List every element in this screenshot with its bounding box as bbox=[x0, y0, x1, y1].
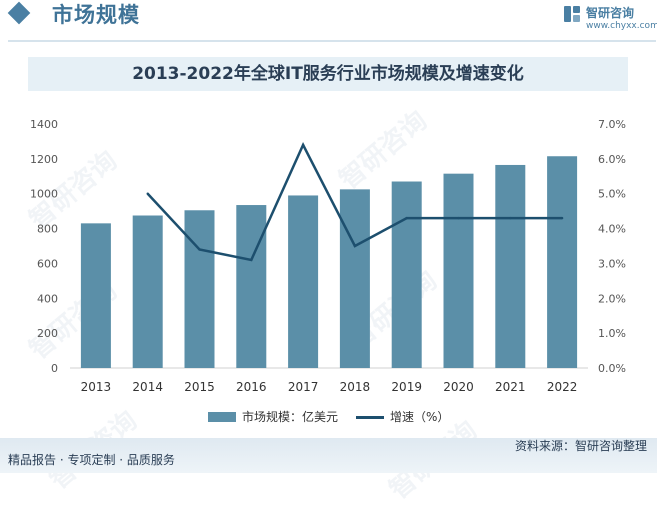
bar bbox=[80, 223, 111, 368]
y-right-tick-label: 5.0% bbox=[598, 188, 626, 201]
y-left-tick-label: 1200 bbox=[30, 153, 58, 166]
page-header: 市场规模 智研咨询 www.chyxx.com bbox=[0, 0, 657, 34]
y-right-tick-label: 6.0% bbox=[598, 153, 626, 166]
bar bbox=[443, 173, 474, 368]
line-point bbox=[353, 244, 357, 248]
page-title: 市场规模 bbox=[52, 3, 140, 27]
line-point bbox=[457, 216, 460, 220]
legend-item-bar: 市场规模：亿美元 bbox=[208, 409, 338, 425]
y-left-tick-label: 800 bbox=[37, 223, 58, 236]
line-point bbox=[509, 216, 512, 220]
bar bbox=[236, 205, 267, 368]
bar bbox=[339, 189, 370, 368]
x-tick-label: 2013 bbox=[81, 380, 112, 394]
x-tick-label: 2022 bbox=[547, 380, 578, 394]
legend-label-line: 增速（%） bbox=[390, 410, 450, 424]
line-point bbox=[198, 248, 201, 251]
x-tick-label: 2020 bbox=[443, 380, 474, 394]
x-tick-label: 2019 bbox=[391, 380, 422, 394]
footer: 精品报告 · 专项定制 · 品质服务 资料来源：智研咨询整理 bbox=[0, 438, 657, 473]
y-right-tick-label: 1.0% bbox=[598, 327, 626, 340]
y-left-tick-label: 1400 bbox=[30, 118, 58, 131]
chart-title-band: 2013-2022年全球IT服务行业市场规模及增速变化 bbox=[28, 57, 628, 91]
y-left-tick-label: 600 bbox=[37, 257, 58, 270]
y-right-tick-label: 0.0% bbox=[598, 362, 626, 375]
bar bbox=[547, 156, 578, 368]
legend-swatch-bar bbox=[208, 412, 236, 422]
chart-legend: 市场规模：亿美元 增速（%） bbox=[0, 409, 657, 429]
bar bbox=[184, 210, 215, 368]
y-right-tick-label: 2.0% bbox=[598, 292, 626, 305]
bar bbox=[132, 215, 163, 368]
legend-label-bar: 市场规模：亿美元 bbox=[242, 410, 339, 424]
line-point bbox=[146, 192, 149, 195]
legend-item-line: 增速（%） bbox=[356, 409, 449, 425]
header-divider bbox=[8, 40, 656, 42]
brand-logo-icon bbox=[564, 6, 580, 22]
legend-swatch-line bbox=[356, 415, 384, 419]
y-left-tick-label: 200 bbox=[37, 327, 58, 340]
bar bbox=[391, 181, 422, 368]
brand-name: 智研咨询 bbox=[586, 6, 635, 20]
footer-slogan: 精品报告 · 专项定制 · 品质服务 bbox=[8, 453, 175, 467]
chart-title: 2013-2022年全球IT服务行业市场规模及增速变化 bbox=[132, 64, 524, 84]
line-point bbox=[405, 216, 408, 220]
y-left-tick-label: 1000 bbox=[30, 188, 58, 201]
y-right-tick-label: 4.0% bbox=[598, 223, 626, 236]
x-tick-label: 2014 bbox=[132, 380, 163, 394]
x-tick-label: 2015 bbox=[184, 380, 215, 394]
y-left-tick-label: 0 bbox=[51, 362, 58, 375]
line-point bbox=[250, 258, 253, 262]
y-right-tick-label: 3.0% bbox=[598, 257, 626, 270]
chart-plot: 0 200 400 600 800 1000 1200 1400 0.0% 1.0% 2.0% 3.0… bbox=[30, 118, 626, 394]
x-tick-label: 2018 bbox=[340, 380, 371, 394]
footer-source: 资料来源：智研咨询整理 bbox=[514, 439, 647, 453]
y-right-tick-label: 7.0% bbox=[598, 118, 626, 131]
y-left-tick-label: 400 bbox=[37, 292, 58, 305]
x-tick-label: 2021 bbox=[495, 380, 526, 394]
bar bbox=[495, 164, 526, 368]
line-point bbox=[560, 216, 564, 220]
x-tick-label: 2016 bbox=[236, 380, 267, 394]
x-tick-label: 2017 bbox=[288, 380, 319, 394]
brand-url: www.chyxx.com bbox=[586, 21, 657, 31]
line-point bbox=[301, 143, 305, 147]
bar bbox=[288, 195, 319, 368]
